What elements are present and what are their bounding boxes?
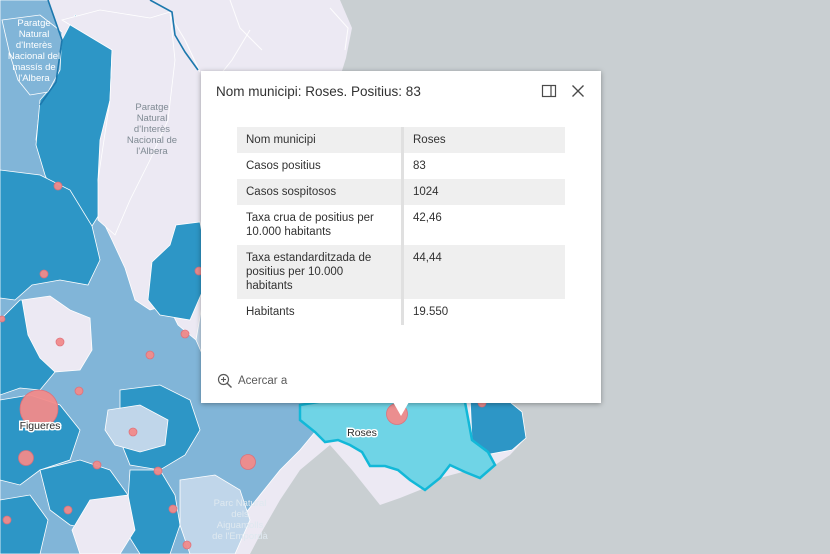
table-row: Nom municipi Roses — [237, 127, 565, 154]
case-circle — [182, 540, 192, 550]
choropleth-layer[interactable] — [0, 0, 527, 554]
field-name: Casos positius — [237, 153, 404, 180]
field-name: Taxa estandarditzada de positius per 10.… — [237, 245, 404, 300]
case-circle — [180, 329, 190, 339]
close-icon — [572, 85, 584, 97]
case-circle — [63, 505, 73, 515]
case-circle — [153, 466, 163, 476]
case-circle — [53, 181, 63, 191]
field-name: Casos sospitosos — [237, 179, 404, 206]
protected-area-boundary — [39, 0, 199, 106]
map-labels: Paratge Natural d'Interès Nacional del massí… — [8, 18, 379, 542]
attribute-table: Nom municipi Roses Casos positius 83 Cas… — [237, 127, 565, 326]
label-paratge-albera: Paratge Natural d'Interès Nacional de l'Albe… — [127, 102, 177, 157]
zoom-to-button[interactable]: Acercar a — [217, 373, 287, 389]
table-row: Taxa estandarditzada de positius per 10.… — [237, 245, 565, 300]
field-value: 44,44 — [402, 245, 565, 300]
municipality-polygon — [60, 9, 176, 236]
field-name: Taxa crua de positius per 10.000 habitan… — [237, 205, 404, 246]
info-popup: Nom municipi: Roses. Positius: 83 Nom mu… — [201, 71, 601, 416]
case-circle — [0, 315, 6, 323]
popup-title: Nom municipi: Roses. Positius: 83 — [216, 84, 421, 99]
case-circle — [128, 427, 138, 437]
case-circle — [39, 269, 49, 279]
case-circle — [74, 386, 84, 396]
dock-button[interactable] — [540, 82, 558, 100]
field-value: 1024 — [402, 179, 565, 206]
field-value: 83 — [402, 153, 565, 180]
popup-pointer — [393, 402, 409, 416]
terrain-lines — [169, 0, 349, 76]
table-row: Taxa crua de positius per 10.000 habitan… — [237, 205, 565, 246]
field-value: 19.550 — [402, 299, 565, 326]
municipality-polygon — [71, 494, 136, 554]
case-circle — [2, 515, 12, 525]
label-parc-aiguamolls: Parc Natural dels Aiguamolls de l'Empordà — [212, 498, 268, 542]
table-row: Casos positius 83 — [237, 153, 565, 180]
label-roses: Roses — [347, 427, 377, 439]
field-name: Habitants — [237, 299, 404, 326]
case-circle — [240, 454, 256, 470]
municipality-polygon — [1, 14, 63, 96]
table-row: Casos sospitosos 1024 — [237, 179, 565, 206]
close-button[interactable] — [569, 82, 587, 100]
case-circle — [55, 337, 65, 347]
zoom-in-icon — [217, 373, 232, 388]
municipality-polygon — [179, 474, 251, 554]
municipality-polygon — [21, 295, 93, 373]
municipality-polygon — [0, 494, 49, 554]
case-circle-figueres — [19, 389, 59, 429]
zoom-to-label: Acercar a — [238, 375, 288, 387]
case-circle — [168, 504, 178, 514]
municipality-polygon — [104, 404, 169, 453]
field-value: 42,46 — [402, 205, 565, 246]
field-name: Nom municipi — [237, 127, 404, 154]
case-circles[interactable] — [0, 181, 487, 550]
table-row: Habitants 19.550 — [237, 299, 565, 326]
label-paratge-massis-albera: Paratge Natural d'Interès Nacional del massí… — [8, 18, 60, 84]
case-circle — [18, 450, 34, 466]
dock-icon — [541, 84, 557, 98]
case-circle — [92, 460, 102, 470]
field-value: Roses — [402, 127, 565, 154]
case-circle — [145, 350, 155, 360]
label-figueres: Figueres — [20, 420, 61, 432]
